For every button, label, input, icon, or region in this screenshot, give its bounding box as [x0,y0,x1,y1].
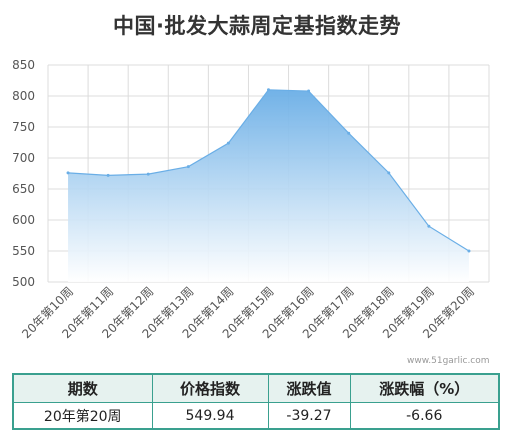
data-point [347,131,351,135]
data-point [226,141,230,145]
data-point [66,171,70,175]
cell-change-value: -39.27 [267,402,351,430]
data-point [387,171,391,175]
data-point [146,172,150,176]
header-price-index: 价格指数 [151,373,269,403]
summary-table: 期数 价格指数 涨跌值 涨跌幅（%） 20年第20周 549.94 -39.27… [12,373,500,430]
y-tick-label: 650 [12,182,35,196]
area-layer [66,88,471,282]
data-point [186,165,190,169]
data-point [427,224,431,228]
data-point [307,89,311,93]
y-tick-label: 550 [12,244,35,258]
y-tick-label: 750 [12,120,35,134]
y-tick-label: 600 [12,213,35,227]
data-point [106,173,110,177]
header-change-percent: 涨跌幅（%） [349,373,500,403]
data-point [467,249,471,253]
data-point [267,88,270,92]
header-period: 期数 [12,373,153,403]
chart-title: 中国·批发大蒜周定基指数走势 [113,14,401,38]
header-change-value: 涨跌值 [267,373,351,403]
summary-header-row: 期数 价格指数 涨跌值 涨跌幅（%） [12,373,500,403]
cell-change-percent: -6.66 [349,402,500,430]
y-tick-label: 500 [12,275,35,289]
cell-period: 20年第20周 [12,402,153,430]
y-tick-label: 700 [12,151,35,165]
y-tick-label: 850 [12,58,35,72]
cell-price-index: 549.94 [151,402,269,430]
area-fill [68,89,469,282]
summary-data-row: 20年第20周 549.94 -39.27 -6.66 [12,402,500,430]
watermark: www.51garlic.com [407,356,490,366]
y-tick-label: 800 [12,89,35,103]
